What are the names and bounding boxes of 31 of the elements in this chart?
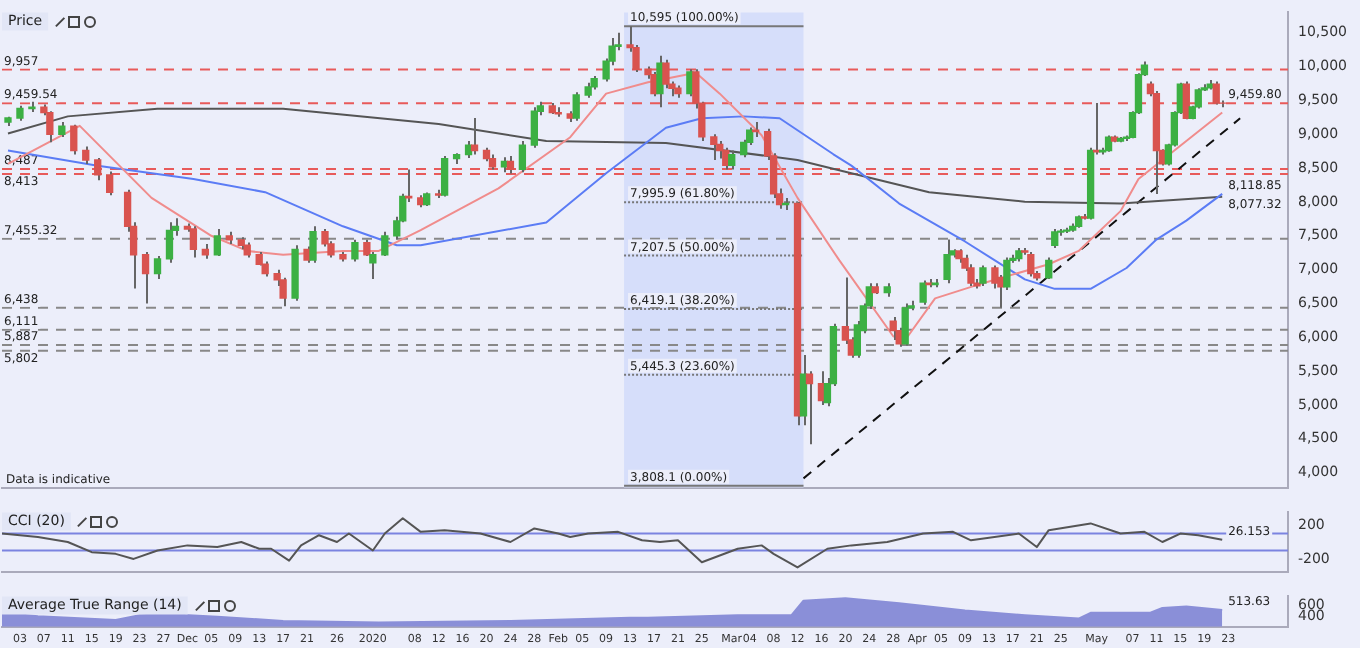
candlestick xyxy=(46,110,54,144)
candlestick xyxy=(1045,256,1053,281)
candlestick xyxy=(919,279,927,306)
candlestick xyxy=(943,238,951,285)
candlestick xyxy=(141,251,150,305)
candlestick xyxy=(1051,228,1059,249)
candlestick xyxy=(901,302,909,347)
candlestick xyxy=(1027,251,1035,278)
candlestick xyxy=(70,123,78,156)
candlestick xyxy=(1182,80,1190,121)
candlestick xyxy=(153,255,162,281)
candlestick xyxy=(530,106,538,149)
candlestick xyxy=(351,238,359,263)
candlestick xyxy=(106,170,114,197)
candlestick xyxy=(94,156,102,182)
candlestick xyxy=(165,221,174,264)
candlestick xyxy=(967,263,975,287)
candlestick xyxy=(381,230,389,258)
candlestick xyxy=(710,133,718,161)
candlestick xyxy=(979,264,987,287)
candlestick xyxy=(470,117,479,156)
candlestick xyxy=(279,276,287,308)
candlestick xyxy=(213,228,221,258)
candlestick xyxy=(1092,102,1101,156)
candlestick xyxy=(189,225,198,259)
candlestick xyxy=(805,370,814,446)
candlestick xyxy=(662,58,670,90)
candlestick xyxy=(889,316,897,342)
candlestick xyxy=(518,140,527,174)
candlestick xyxy=(405,168,413,203)
candlestick xyxy=(728,149,736,171)
